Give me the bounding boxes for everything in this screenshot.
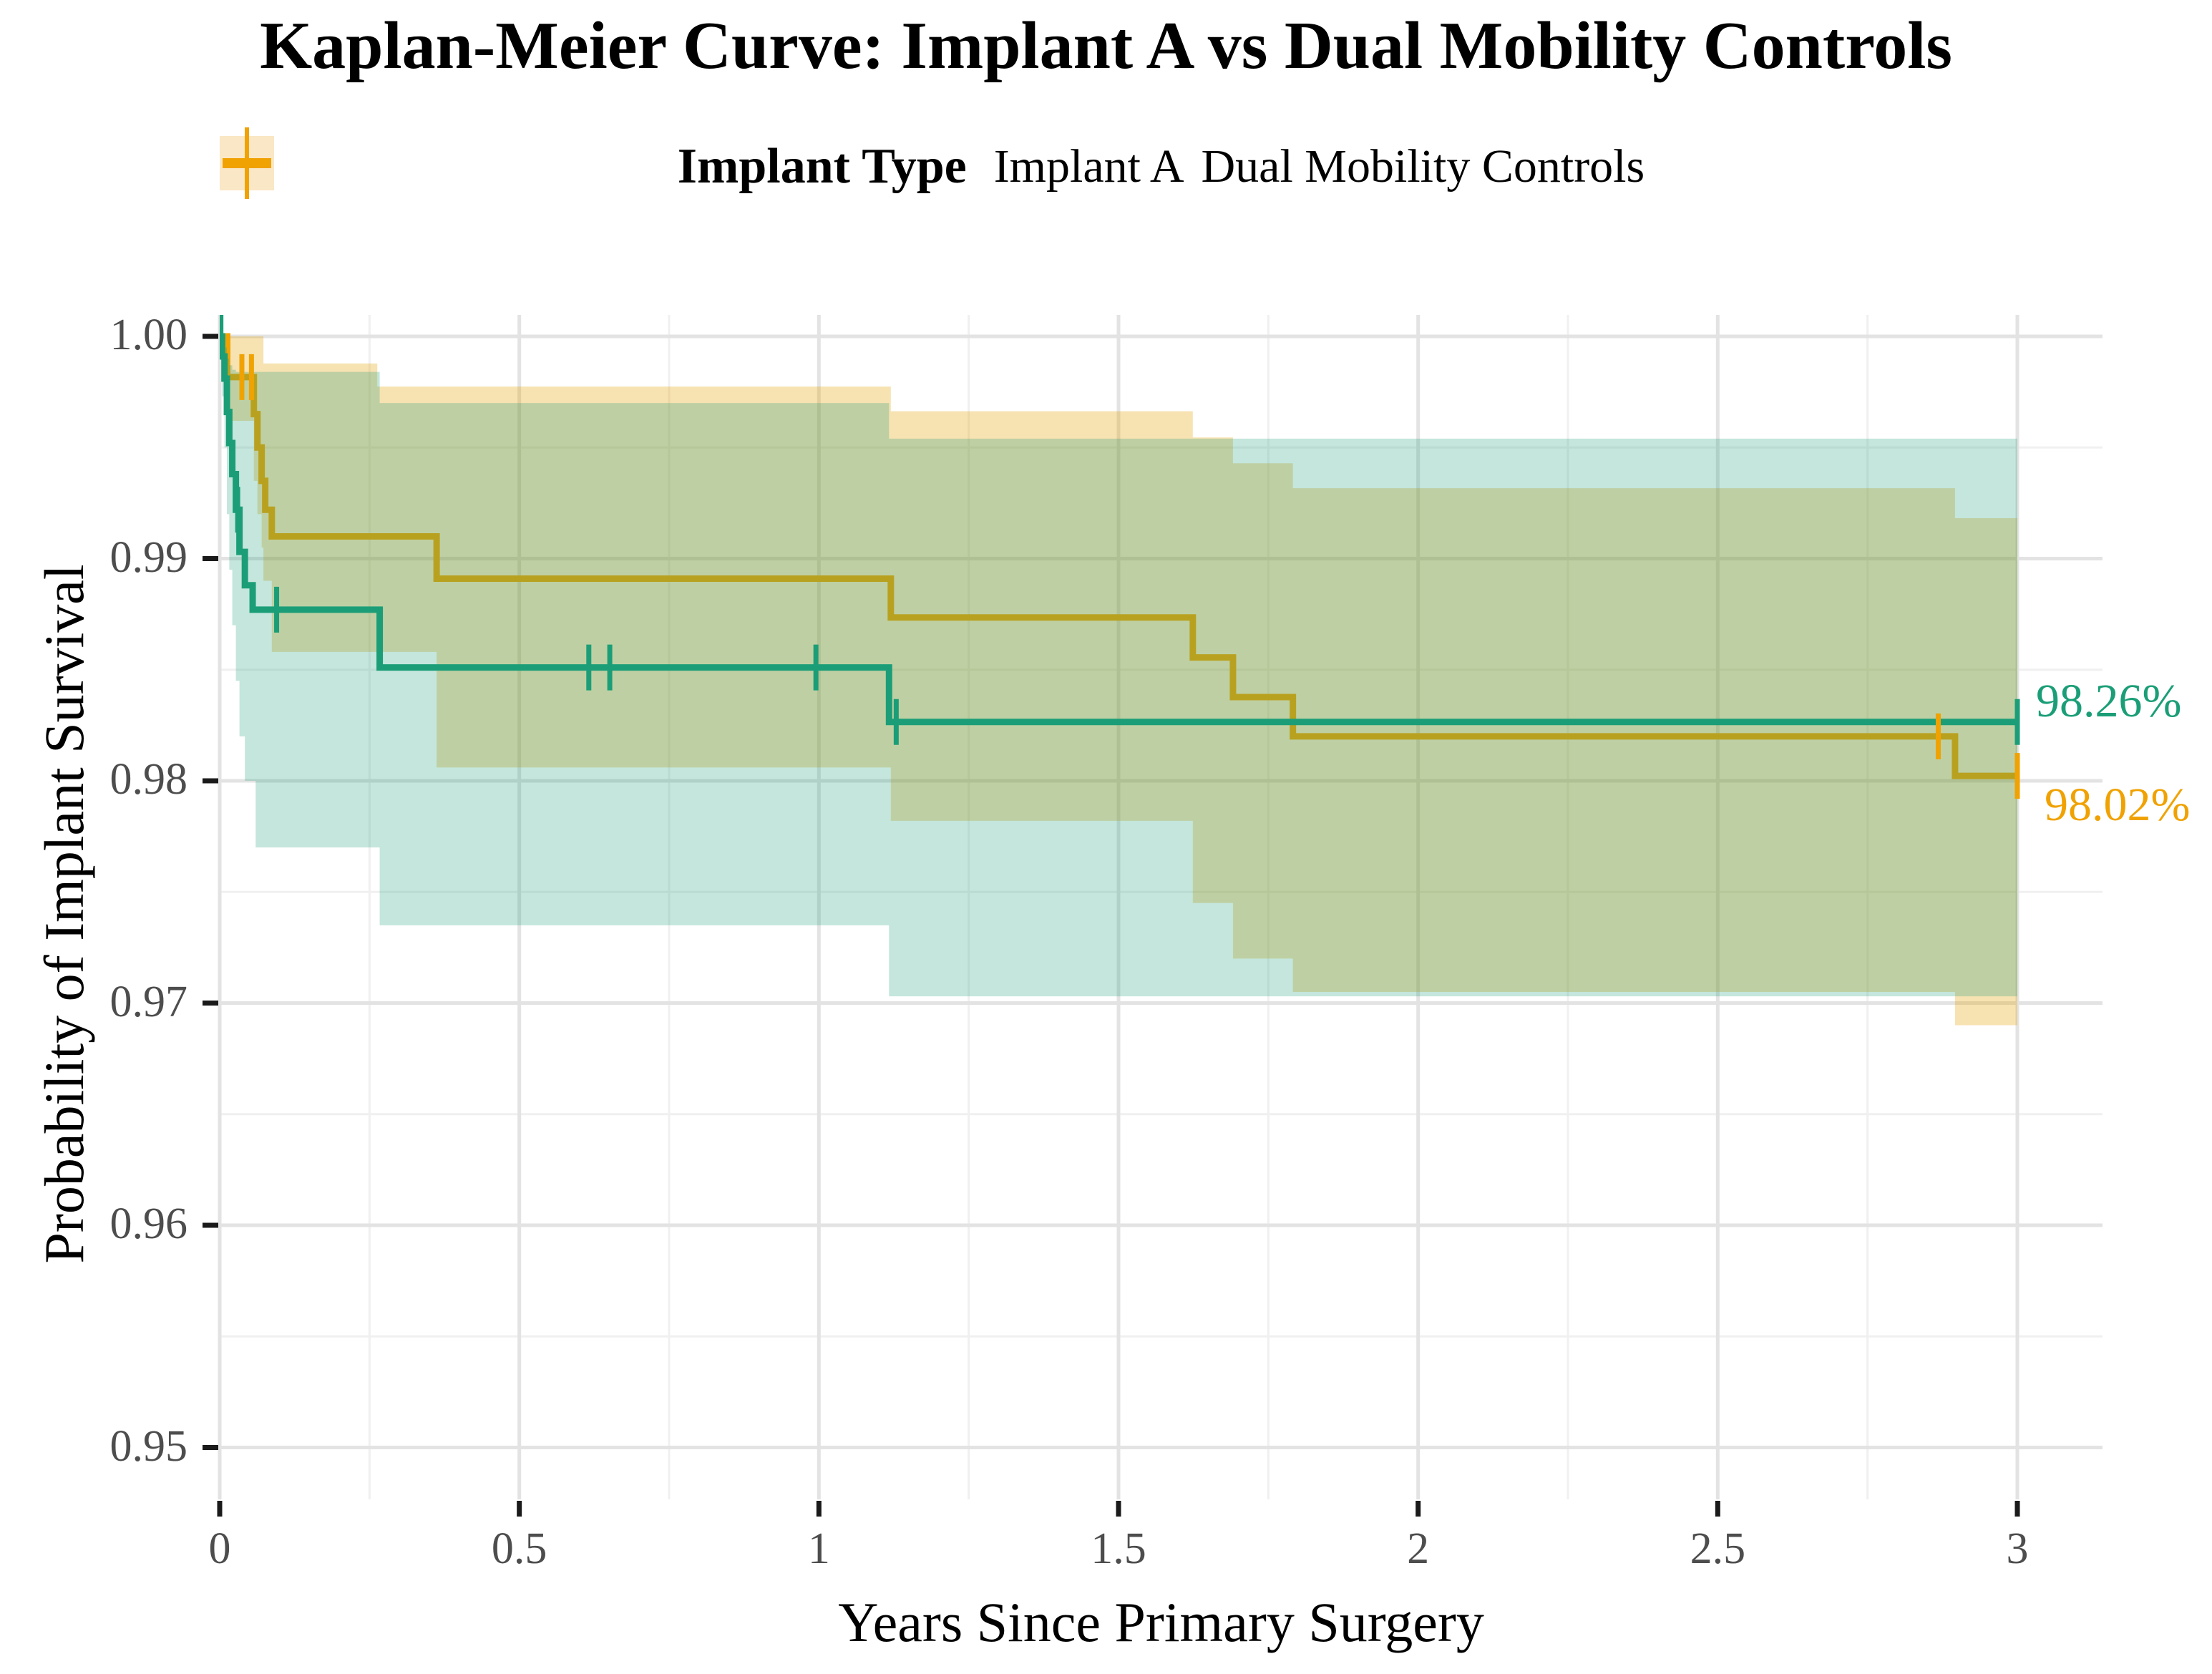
y-tick-label: 1.00 (109, 311, 188, 359)
y-tick-label: 0.99 (109, 532, 188, 582)
x-tick-label: 3 (2006, 1524, 2029, 1573)
implant-a-confidence-band (220, 336, 2017, 997)
y-tick-label: 0.97 (109, 977, 188, 1026)
y-tick-label: 0.95 (109, 1421, 188, 1471)
km-curves (220, 315, 2020, 1026)
legend-item-label: Implant A (993, 140, 1184, 193)
dual-mobility-survival-curve (220, 333, 2017, 779)
x-tick-label: 1 (807, 1524, 830, 1573)
axis-tick-marks (203, 334, 2020, 1517)
x-tick-label: 1.5 (1091, 1524, 1146, 1573)
legend-item-dual-mobility[interactable]: Dual Mobility Controls (220, 127, 1645, 199)
implant-a-censor-ticks (220, 315, 2020, 745)
y-tick-label: 0.98 (109, 755, 188, 804)
x-tick-label: 2.5 (1690, 1524, 1746, 1573)
chart-title: Kaplan-Meier Curve: Implant A vs Dual Mo… (260, 9, 1952, 83)
x-tick-label: 0 (208, 1524, 231, 1573)
x-axis-title: Years Since Primary Surgery (838, 1591, 1484, 1653)
dual-mobility-censor-ticks (239, 354, 2020, 799)
legend-key-dual-mobility-icon (220, 127, 274, 199)
y-tick-label: 0.96 (109, 1199, 188, 1248)
x-tick-label: 2 (1407, 1524, 1430, 1573)
dual-mobility-final-survival-label: 98.02% (2044, 779, 2191, 832)
x-tick-label: 0.5 (491, 1524, 547, 1573)
dual-mobility-confidence-band (220, 336, 2017, 1026)
implant-a-final-survival-label: 98.26% (2035, 674, 2182, 727)
legend-item-label: Dual Mobility Controls (1201, 140, 1645, 193)
legend-title: Implant Type (677, 139, 967, 194)
legend: Implant Type Implant A Dual Mobility Con… (220, 127, 2103, 206)
gridlines (218, 315, 2103, 1499)
